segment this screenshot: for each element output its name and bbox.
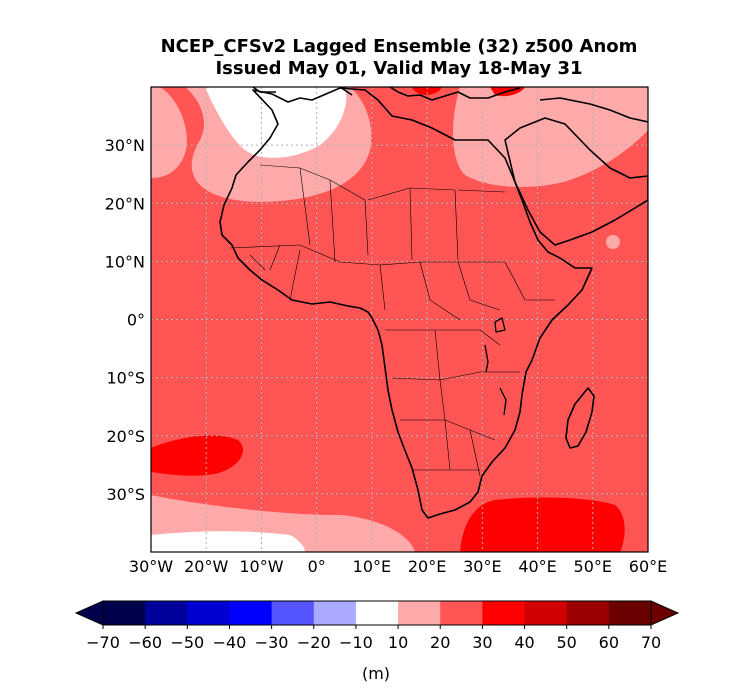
colorbar-tick-label: −40 [213, 633, 247, 652]
longitude-labels: 30°W 20°W 10°W 0° 10°E 20°E 30°E 40°E 50°E 60°E [129, 557, 667, 576]
border-lines [229, 164, 555, 477]
colorbar-swatch [313, 601, 357, 625]
anomaly-region-30-40-southindian [460, 497, 625, 552]
anomaly-region-10-20-northwest [151, 87, 187, 178]
colorbar-frame [102, 600, 652, 626]
lon-label: 20°E [408, 557, 446, 576]
colorbar-swatch [524, 601, 568, 625]
lon-label: 60°E [629, 557, 667, 576]
colorbar-swatch [355, 601, 399, 625]
colorbar-tick-label: 20 [430, 633, 450, 652]
lat-label: 30°N [105, 136, 145, 155]
lon-label: 30°W [129, 557, 173, 576]
colorbar-swatch [608, 601, 652, 625]
country-borders [229, 164, 555, 477]
colorbar-tick-label: −70 [86, 633, 120, 652]
map-title-line2: Issued May 01, Valid May 18-May 31 [215, 58, 583, 79]
colorbar-swatch [187, 601, 230, 625]
lat-label: 20°S [106, 427, 145, 446]
colorbar-swatch [440, 601, 483, 625]
colorbar-over-arrow [650, 600, 680, 626]
colorbar-tick-label: −50 [170, 633, 204, 652]
colorbar-tick-label: −10 [339, 633, 373, 652]
anomaly-spot-10-20 [606, 235, 620, 249]
colorbar-tick-label: 10 [388, 633, 408, 652]
colorbar-swatch [482, 601, 526, 625]
arabia-coastline [504, 117, 648, 246]
colorbar-swatch [271, 601, 315, 625]
lat-label: 10°N [105, 252, 145, 271]
colorbar-tick-label: 30 [472, 633, 492, 652]
lon-label: 0° [308, 557, 326, 576]
europe-coastline [252, 87, 648, 123]
anomaly-region-10-20-mideast [453, 87, 648, 187]
map-title-line1: NCEP_CFSv2 Lagged Ensemble (32) z500 Ano… [160, 36, 638, 57]
lat-label: 20°N [105, 194, 145, 213]
anomaly-region-neutral-north [205, 87, 347, 158]
anomaly-region-30-40-southatlantic [151, 435, 244, 476]
colorbar-swatch [145, 601, 188, 625]
colorbar-tick-label: 70 [641, 633, 661, 652]
madagascar-coastline [565, 387, 595, 449]
lon-label: 20°W [184, 557, 228, 576]
colorbar-tick-label: 50 [557, 633, 577, 652]
africa-coastline [219, 87, 593, 519]
coastlines [219, 87, 648, 519]
colorbar-tick-label: −20 [297, 633, 331, 652]
lat-label: 0° [127, 311, 145, 330]
colorbar-swatch [103, 601, 146, 625]
map-frame [150, 86, 649, 553]
lon-label: 10°E [353, 557, 391, 576]
colorbar-swatch [398, 601, 441, 625]
anomaly-field [151, 87, 648, 552]
colorbar-under-arrow [74, 600, 104, 626]
anomaly-region-neutral-south [151, 531, 305, 552]
great-lakes [484, 317, 507, 416]
colorbar-swatch [229, 601, 273, 625]
latitude-labels: 30°N 20°N 10°N 0° 10°S 20°S 30°S [105, 136, 145, 504]
colorbar: −70 −60 −50 −40 −30 −20 −10 10 20 30 40 50 60 70 [74, 600, 680, 652]
lon-label: 10°W [239, 557, 283, 576]
lat-label: 10°S [106, 369, 145, 388]
lon-label: 40°E [518, 557, 556, 576]
anomaly-region-30-40-med [412, 87, 442, 95]
colorbar-units: (m) [362, 664, 390, 683]
colorbar-tick-label: 60 [599, 633, 619, 652]
lon-label: 50°E [574, 557, 612, 576]
lon-label: 30°E [463, 557, 501, 576]
lat-label: 30°S [106, 485, 145, 504]
colorbar-tick-label: −30 [255, 633, 289, 652]
colorbar-tick-label: −60 [128, 633, 162, 652]
colorbar-tick-label: 40 [514, 633, 534, 652]
colorbar-swatch [566, 601, 610, 625]
